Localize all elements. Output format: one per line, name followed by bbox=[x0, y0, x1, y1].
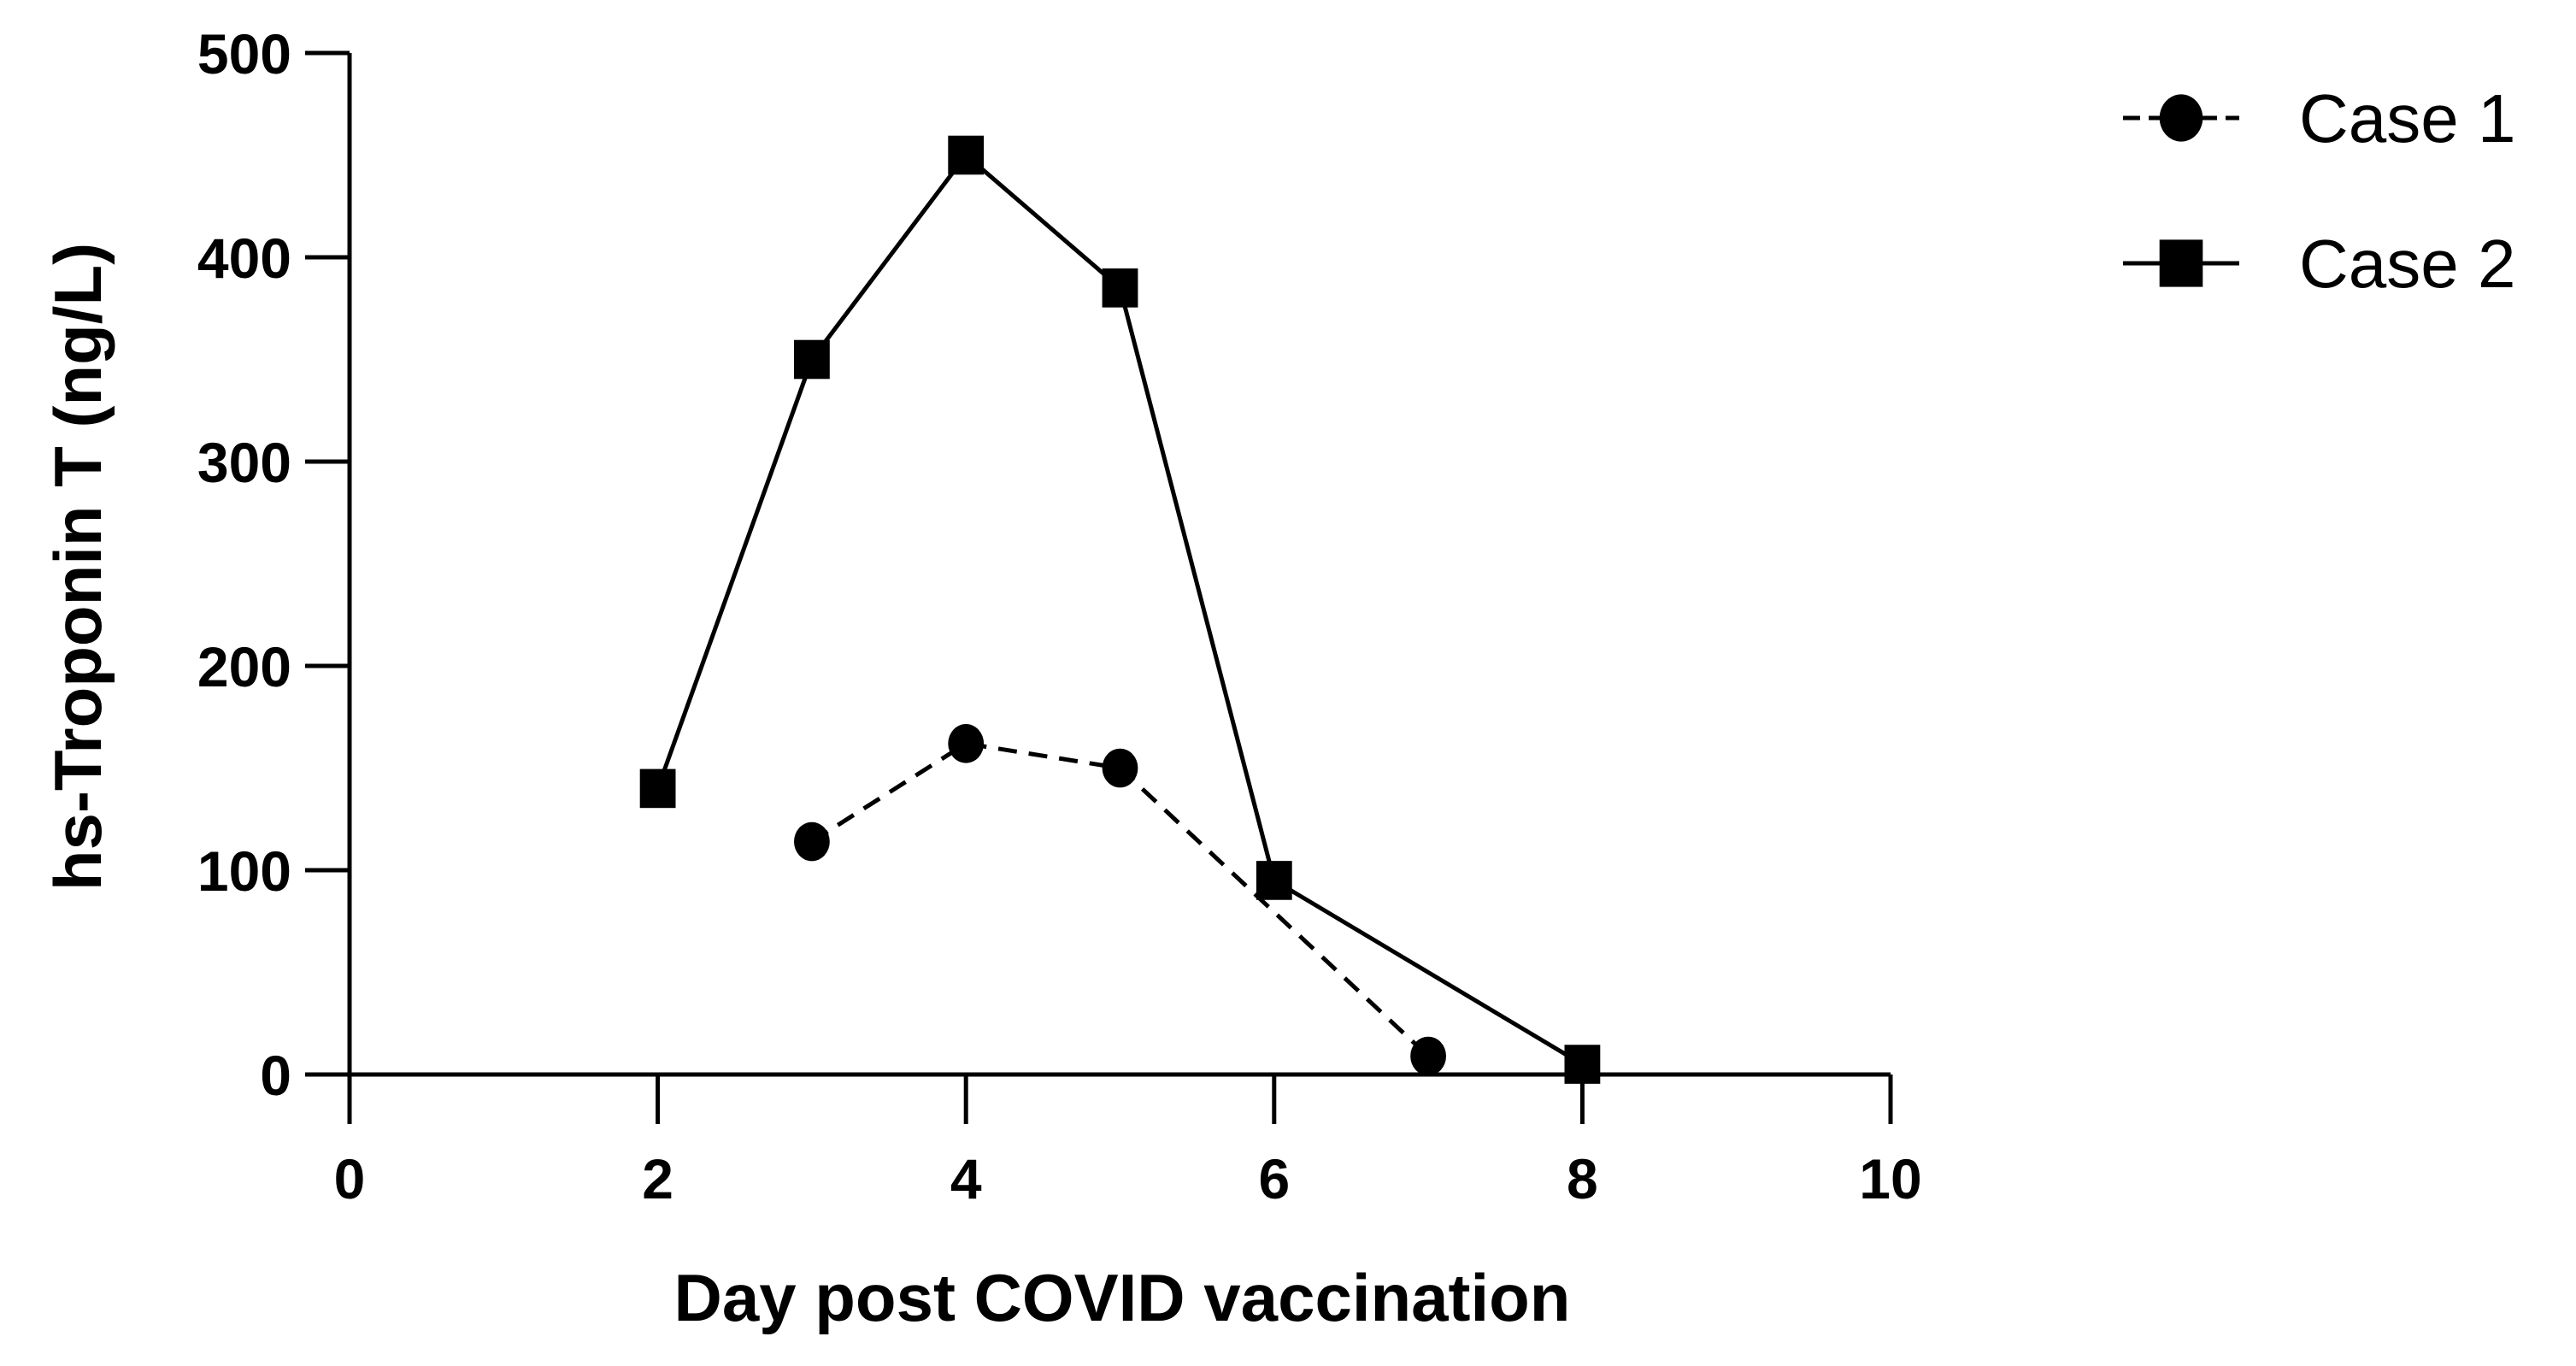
x-tick-label: 0 bbox=[334, 1147, 366, 1210]
x-axis: 0 2 4 6 8 10 bbox=[334, 1072, 1922, 1210]
x-tick-label: 8 bbox=[1567, 1147, 1598, 1210]
series-line bbox=[656, 151, 1584, 1067]
y-tick-label: 500 bbox=[197, 22, 291, 85]
series-case-2 bbox=[639, 135, 1601, 1084]
legend-item: Case 1 bbox=[2123, 80, 2515, 156]
y-tick-label: 400 bbox=[197, 227, 291, 290]
y-axis-title: hs-Troponin T (ng/L) bbox=[40, 243, 115, 891]
y-tick-label: 0 bbox=[260, 1044, 291, 1107]
square-icon bbox=[2159, 239, 2203, 287]
x-tick-label: 10 bbox=[1859, 1147, 1921, 1210]
y-tick-label: 200 bbox=[197, 635, 291, 698]
y-axis: 0 100 200 300 400 500 bbox=[197, 22, 352, 1107]
circle-icon bbox=[2159, 94, 2203, 142]
x-tick-label: 6 bbox=[1258, 1147, 1290, 1210]
square-marker bbox=[2159, 239, 2203, 287]
y-tick-label: 100 bbox=[197, 839, 291, 903]
square-marker bbox=[639, 768, 676, 809]
square-marker bbox=[1256, 861, 1292, 900]
series-line bbox=[810, 741, 1430, 1058]
series-case-1 bbox=[794, 724, 1446, 1076]
circle-marker bbox=[2159, 94, 2203, 142]
x-axis-title: Day post COVID vaccination bbox=[674, 1260, 1571, 1335]
x-tick-label: 4 bbox=[950, 1147, 982, 1210]
square-marker bbox=[1564, 1045, 1601, 1084]
legend-label: Case 1 bbox=[2299, 80, 2515, 156]
legend-item: Case 2 bbox=[2123, 226, 2515, 302]
plot-area bbox=[639, 135, 1601, 1084]
circle-marker bbox=[948, 724, 985, 763]
circle-marker bbox=[794, 821, 830, 862]
circle-marker bbox=[1102, 748, 1138, 788]
y-tick-label: 300 bbox=[197, 431, 291, 494]
legend: Case 1 Case 2 bbox=[2123, 80, 2515, 302]
x-tick-label: 2 bbox=[642, 1147, 673, 1210]
square-marker bbox=[1102, 268, 1138, 308]
square-marker bbox=[794, 339, 830, 380]
circle-marker bbox=[1410, 1036, 1446, 1076]
legend-label: Case 2 bbox=[2299, 226, 2515, 302]
square-marker bbox=[948, 135, 985, 175]
